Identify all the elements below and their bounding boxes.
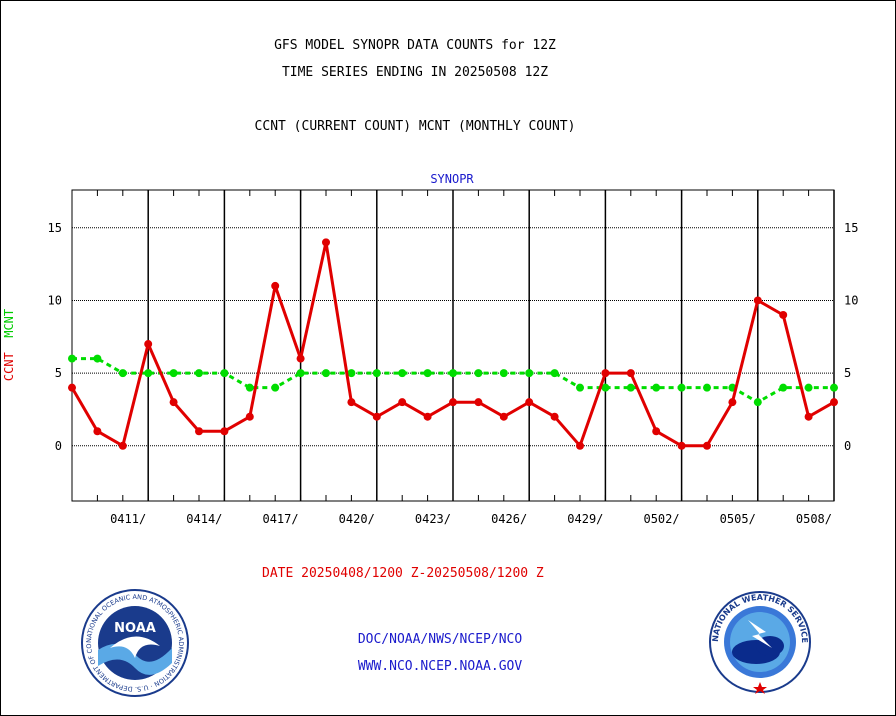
data-point-ccnt: [525, 398, 534, 407]
data-point-mcnt: [322, 369, 330, 378]
data-point-ccnt: [68, 383, 76, 392]
chart-title: GFS MODEL SYNOPR DATA COUNTS for 12Z: [274, 38, 556, 53]
date-range: DATE 20250408/1200 Z-20250508/1200 Z: [262, 566, 544, 581]
data-point-mcnt: [830, 383, 838, 392]
data-point-mcnt: [601, 383, 610, 392]
data-point-ccnt: [372, 412, 381, 421]
data-point-ccnt: [220, 427, 229, 436]
data-point-ccnt: [830, 398, 838, 407]
data-point-ccnt: [93, 427, 102, 436]
data-point-ccnt: [753, 296, 762, 305]
data-point-mcnt: [550, 369, 559, 378]
data-point-ccnt: [449, 398, 457, 407]
data-point-ccnt: [398, 398, 407, 407]
data-point-ccnt: [423, 412, 432, 421]
data-point-ccnt: [195, 427, 203, 436]
chart-subtitle: CCNT (CURRENT COUNT) MCNT (MONTHLY COUNT…: [254, 119, 576, 134]
data-point-ccnt: [347, 398, 356, 407]
data-point-ccnt: [626, 369, 635, 378]
data-point-mcnt: [68, 354, 76, 363]
data-point-mcnt: [652, 383, 661, 392]
data-point-mcnt: [779, 383, 788, 392]
data-point-mcnt: [703, 383, 711, 392]
data-point-ccnt: [601, 369, 610, 378]
data-point-ccnt: [245, 412, 254, 421]
noaa-logo: NOAA NATIONAL OCEANIC AND ATMOSPHERIC AD…: [80, 588, 189, 697]
chart-title-line2: TIME SERIES ENDING IN 20250508 12Z: [281, 65, 549, 80]
data-point-mcnt: [499, 369, 508, 378]
data-point-mcnt: [525, 369, 534, 378]
series: [68, 238, 838, 450]
data-point-ccnt: [728, 398, 737, 407]
data-point-mcnt: [169, 369, 178, 378]
y-tick-label: 0: [55, 439, 62, 453]
data-point-ccnt: [779, 310, 788, 319]
data-point-ccnt: [169, 398, 178, 407]
x-tick-label: 0508/: [796, 512, 832, 526]
data-point-mcnt: [753, 398, 762, 407]
plot-title: SYNOPR: [430, 172, 474, 186]
x-tick-label: 0411/: [110, 512, 146, 526]
y-tick-label-right: 10: [844, 293, 858, 307]
data-point-mcnt: [474, 369, 483, 378]
data-point-ccnt: [474, 398, 483, 407]
data-point-mcnt: [245, 383, 254, 392]
data-point-mcnt: [118, 369, 127, 378]
data-point-mcnt: [296, 369, 305, 378]
x-tick-label: 0420/: [339, 512, 375, 526]
y-tick-label: 10: [48, 293, 62, 307]
noaa-logo-text: NOAA: [114, 621, 156, 636]
y-tick-label: 5: [55, 366, 62, 380]
y-tick-label-right: 0: [844, 439, 851, 453]
x-tick-label: 0502/: [643, 512, 679, 526]
grid: [72, 190, 835, 501]
data-point-mcnt: [449, 369, 457, 378]
footer-url: WWW.NCO.NCEP.NOAA.GOV: [357, 659, 523, 674]
data-point-ccnt: [677, 441, 686, 450]
nws-logo: NATIONAL WEATHER SERVICE: [709, 591, 811, 694]
data-point-ccnt: [296, 354, 305, 363]
data-point-mcnt: [195, 369, 203, 378]
footer-org: DOC/NOAA/NWS/NCEP/NCO: [357, 632, 523, 647]
y-tick-label-right: 5: [844, 366, 851, 380]
data-point-mcnt: [398, 369, 407, 378]
data-point-ccnt: [144, 340, 153, 349]
data-point-mcnt: [144, 369, 153, 378]
data-point-mcnt: [804, 383, 813, 392]
data-point-ccnt: [499, 412, 508, 421]
data-point-ccnt: [271, 281, 280, 290]
x-tick-label: 0417/: [262, 512, 298, 526]
data-point-ccnt: [703, 441, 711, 450]
x-tick-label: 0414/: [186, 512, 222, 526]
data-point-mcnt: [271, 383, 280, 392]
data-point-ccnt: [118, 441, 127, 450]
x-tick-label: 0429/: [567, 512, 603, 526]
data-point-ccnt: [804, 412, 813, 421]
data-point-ccnt: [652, 427, 661, 436]
data-point-mcnt: [423, 369, 432, 378]
data-point-mcnt: [93, 354, 102, 363]
data-point-mcnt: [626, 383, 635, 392]
axes: 0 0 5 5 10 10 15 15 0411/0414/0417/0420/0423/042…: [48, 190, 858, 526]
x-tick-label: 0423/: [415, 512, 451, 526]
data-point-mcnt: [576, 383, 584, 392]
data-point-ccnt: [576, 441, 584, 450]
data-point-mcnt: [677, 383, 686, 392]
data-point-ccnt: [550, 412, 559, 421]
data-point-ccnt: [322, 238, 330, 247]
data-point-mcnt: [372, 369, 381, 378]
y-tick-label-right: 15: [844, 221, 858, 235]
data-point-mcnt: [220, 369, 229, 378]
y-tick-label: 15: [48, 221, 62, 235]
data-point-mcnt: [347, 369, 356, 378]
x-tick-label: 0426/: [491, 512, 527, 526]
x-tick-label: 0505/: [720, 512, 756, 526]
